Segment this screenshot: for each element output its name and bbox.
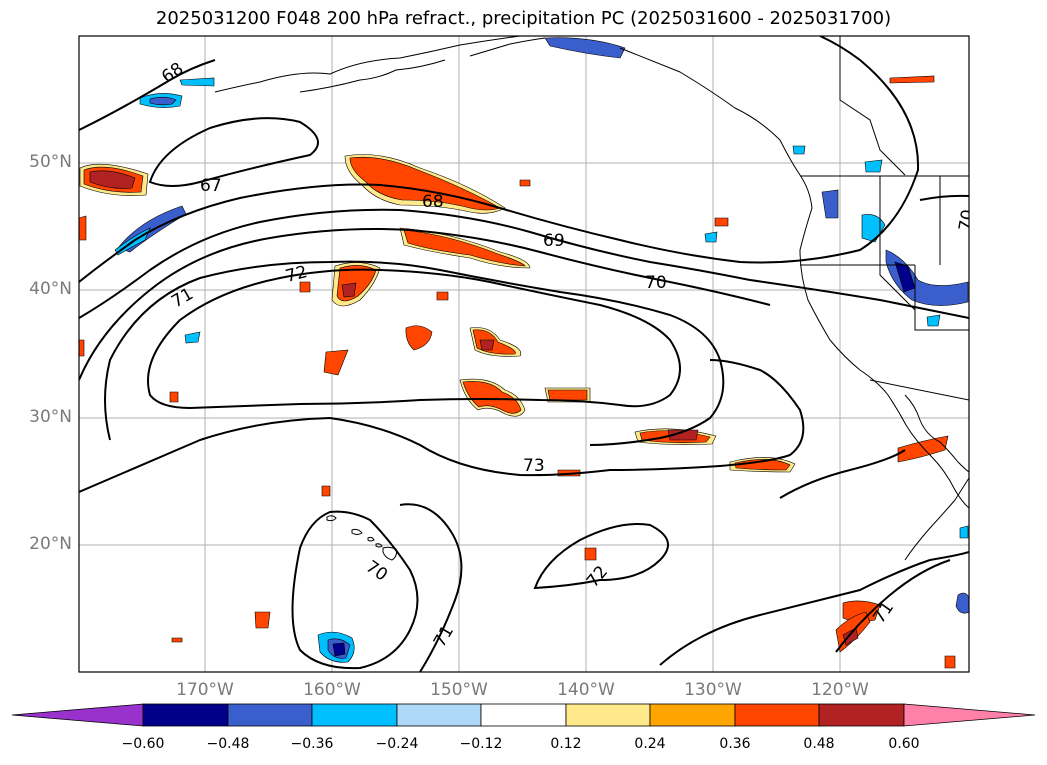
- hawaiian-islands: [326, 515, 397, 561]
- coastlines: [214, 36, 969, 561]
- colorbar-tick-label: 0.12: [550, 736, 582, 752]
- colorbar-tick-label: −0.12: [459, 736, 503, 752]
- colorbar-segment: [396, 703, 482, 727]
- colorbar-extend-low: [11, 703, 144, 727]
- lat-label: 40°N: [29, 279, 72, 299]
- contour-label: 67: [200, 176, 222, 196]
- colorbar-tick-label: −0.24: [375, 736, 419, 752]
- colorbar-segment: [142, 703, 229, 727]
- lon-label: 170°W: [176, 680, 234, 700]
- colorbar-tick-label: 0.36: [719, 736, 751, 752]
- map-title: 2025031200 F048 200 hPa refract., precip…: [155, 8, 892, 29]
- contour-label: 70: [955, 208, 978, 233]
- colorbar-tick-label: 0.48: [803, 736, 835, 752]
- contour-label: 68: [422, 192, 444, 212]
- refractivity-contours: [79, 36, 969, 672]
- lon-label: 160°W: [303, 680, 361, 700]
- colorbar: [11, 703, 1036, 727]
- gridlines: [79, 36, 969, 672]
- lon-label: 150°W: [430, 680, 488, 700]
- lon-label: 140°W: [557, 680, 615, 700]
- colorbar-segment: [818, 703, 905, 727]
- colorbar-segment: [480, 703, 567, 727]
- colorbar-extend-high: [903, 703, 1036, 727]
- colorbar-tick-label: 0.60: [888, 736, 920, 752]
- map-frame: [78, 35, 970, 673]
- lon-label: 120°W: [811, 680, 869, 700]
- colorbar-tick-label: −0.36: [290, 736, 334, 752]
- contour-label: 70: [645, 273, 667, 293]
- lat-label: 50°N: [29, 152, 72, 172]
- contour-label: 69: [543, 231, 565, 251]
- lat-label: 30°N: [29, 407, 72, 427]
- lat-label: 20°N: [29, 534, 72, 554]
- colorbar-tick-label: −0.48: [206, 736, 250, 752]
- colorbar-segment: [565, 703, 651, 727]
- colorbar-segment: [649, 703, 736, 727]
- contour-label: 73: [523, 456, 545, 476]
- colorbar-segment: [734, 703, 820, 727]
- colorbar-tick-label: −0.60: [121, 736, 165, 752]
- map-background: [79, 36, 969, 672]
- colorbar-segment: [227, 703, 313, 727]
- lon-label: 130°W: [684, 680, 742, 700]
- colorbar-tick-label: 0.24: [634, 736, 666, 752]
- colorbar-segment: [311, 703, 398, 727]
